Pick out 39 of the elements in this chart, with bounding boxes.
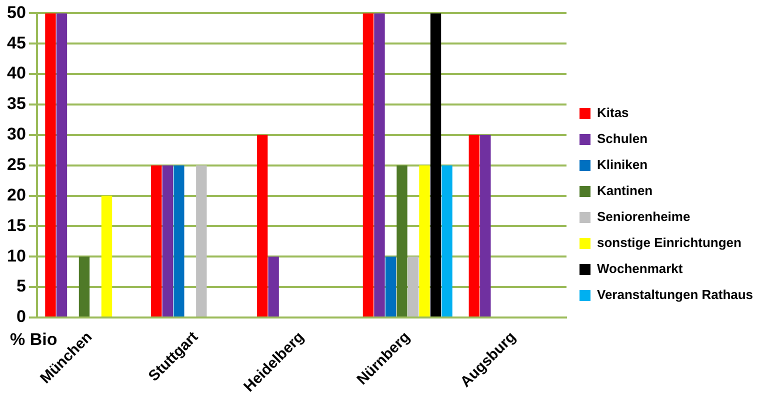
bar bbox=[174, 165, 184, 316]
y-tick-label: 0 bbox=[16, 307, 26, 326]
bar bbox=[408, 256, 419, 316]
y-tick-label: 10 bbox=[6, 246, 26, 266]
y-tick-label: 20 bbox=[6, 185, 26, 204]
bar bbox=[396, 165, 408, 316]
bar bbox=[268, 256, 279, 316]
bar bbox=[196, 165, 207, 316]
legend-label: Wochenmarkt bbox=[597, 261, 684, 276]
bar bbox=[468, 134, 480, 316]
y-tick-label: 50 bbox=[6, 2, 26, 22]
bar bbox=[374, 13, 385, 316]
bar bbox=[78, 256, 90, 316]
y-tick-label: 25 bbox=[6, 155, 26, 174]
legend-label: sonstige Einrichtungen bbox=[597, 235, 742, 250]
bar bbox=[362, 13, 374, 316]
y-tick-label: 40 bbox=[6, 64, 26, 83]
bar bbox=[480, 134, 491, 316]
bar bbox=[256, 134, 268, 316]
bar bbox=[442, 165, 452, 316]
y-tick-label: 30 bbox=[6, 124, 26, 144]
y-tick-label: 15 bbox=[6, 216, 26, 235]
bar bbox=[162, 165, 173, 316]
y-tick-label: 5 bbox=[16, 276, 26, 296]
legend-label: Kliniken bbox=[597, 157, 648, 172]
bar bbox=[56, 13, 68, 316]
bar bbox=[430, 13, 442, 316]
bar bbox=[45, 13, 56, 316]
bar bbox=[151, 165, 162, 316]
bar bbox=[419, 165, 430, 316]
legend-label: Schulen bbox=[597, 131, 648, 146]
legend-label: Kitas bbox=[597, 105, 629, 120]
y-tick-label: 45 bbox=[6, 33, 26, 52]
legend-label: Seniorenheime bbox=[597, 209, 690, 224]
bar bbox=[385, 256, 396, 316]
y-tick-label: 35 bbox=[6, 94, 26, 114]
legend-label: Kantinen bbox=[597, 183, 653, 198]
legend-label: Veranstaltungen Rathaus bbox=[597, 287, 754, 302]
bar bbox=[101, 196, 112, 316]
